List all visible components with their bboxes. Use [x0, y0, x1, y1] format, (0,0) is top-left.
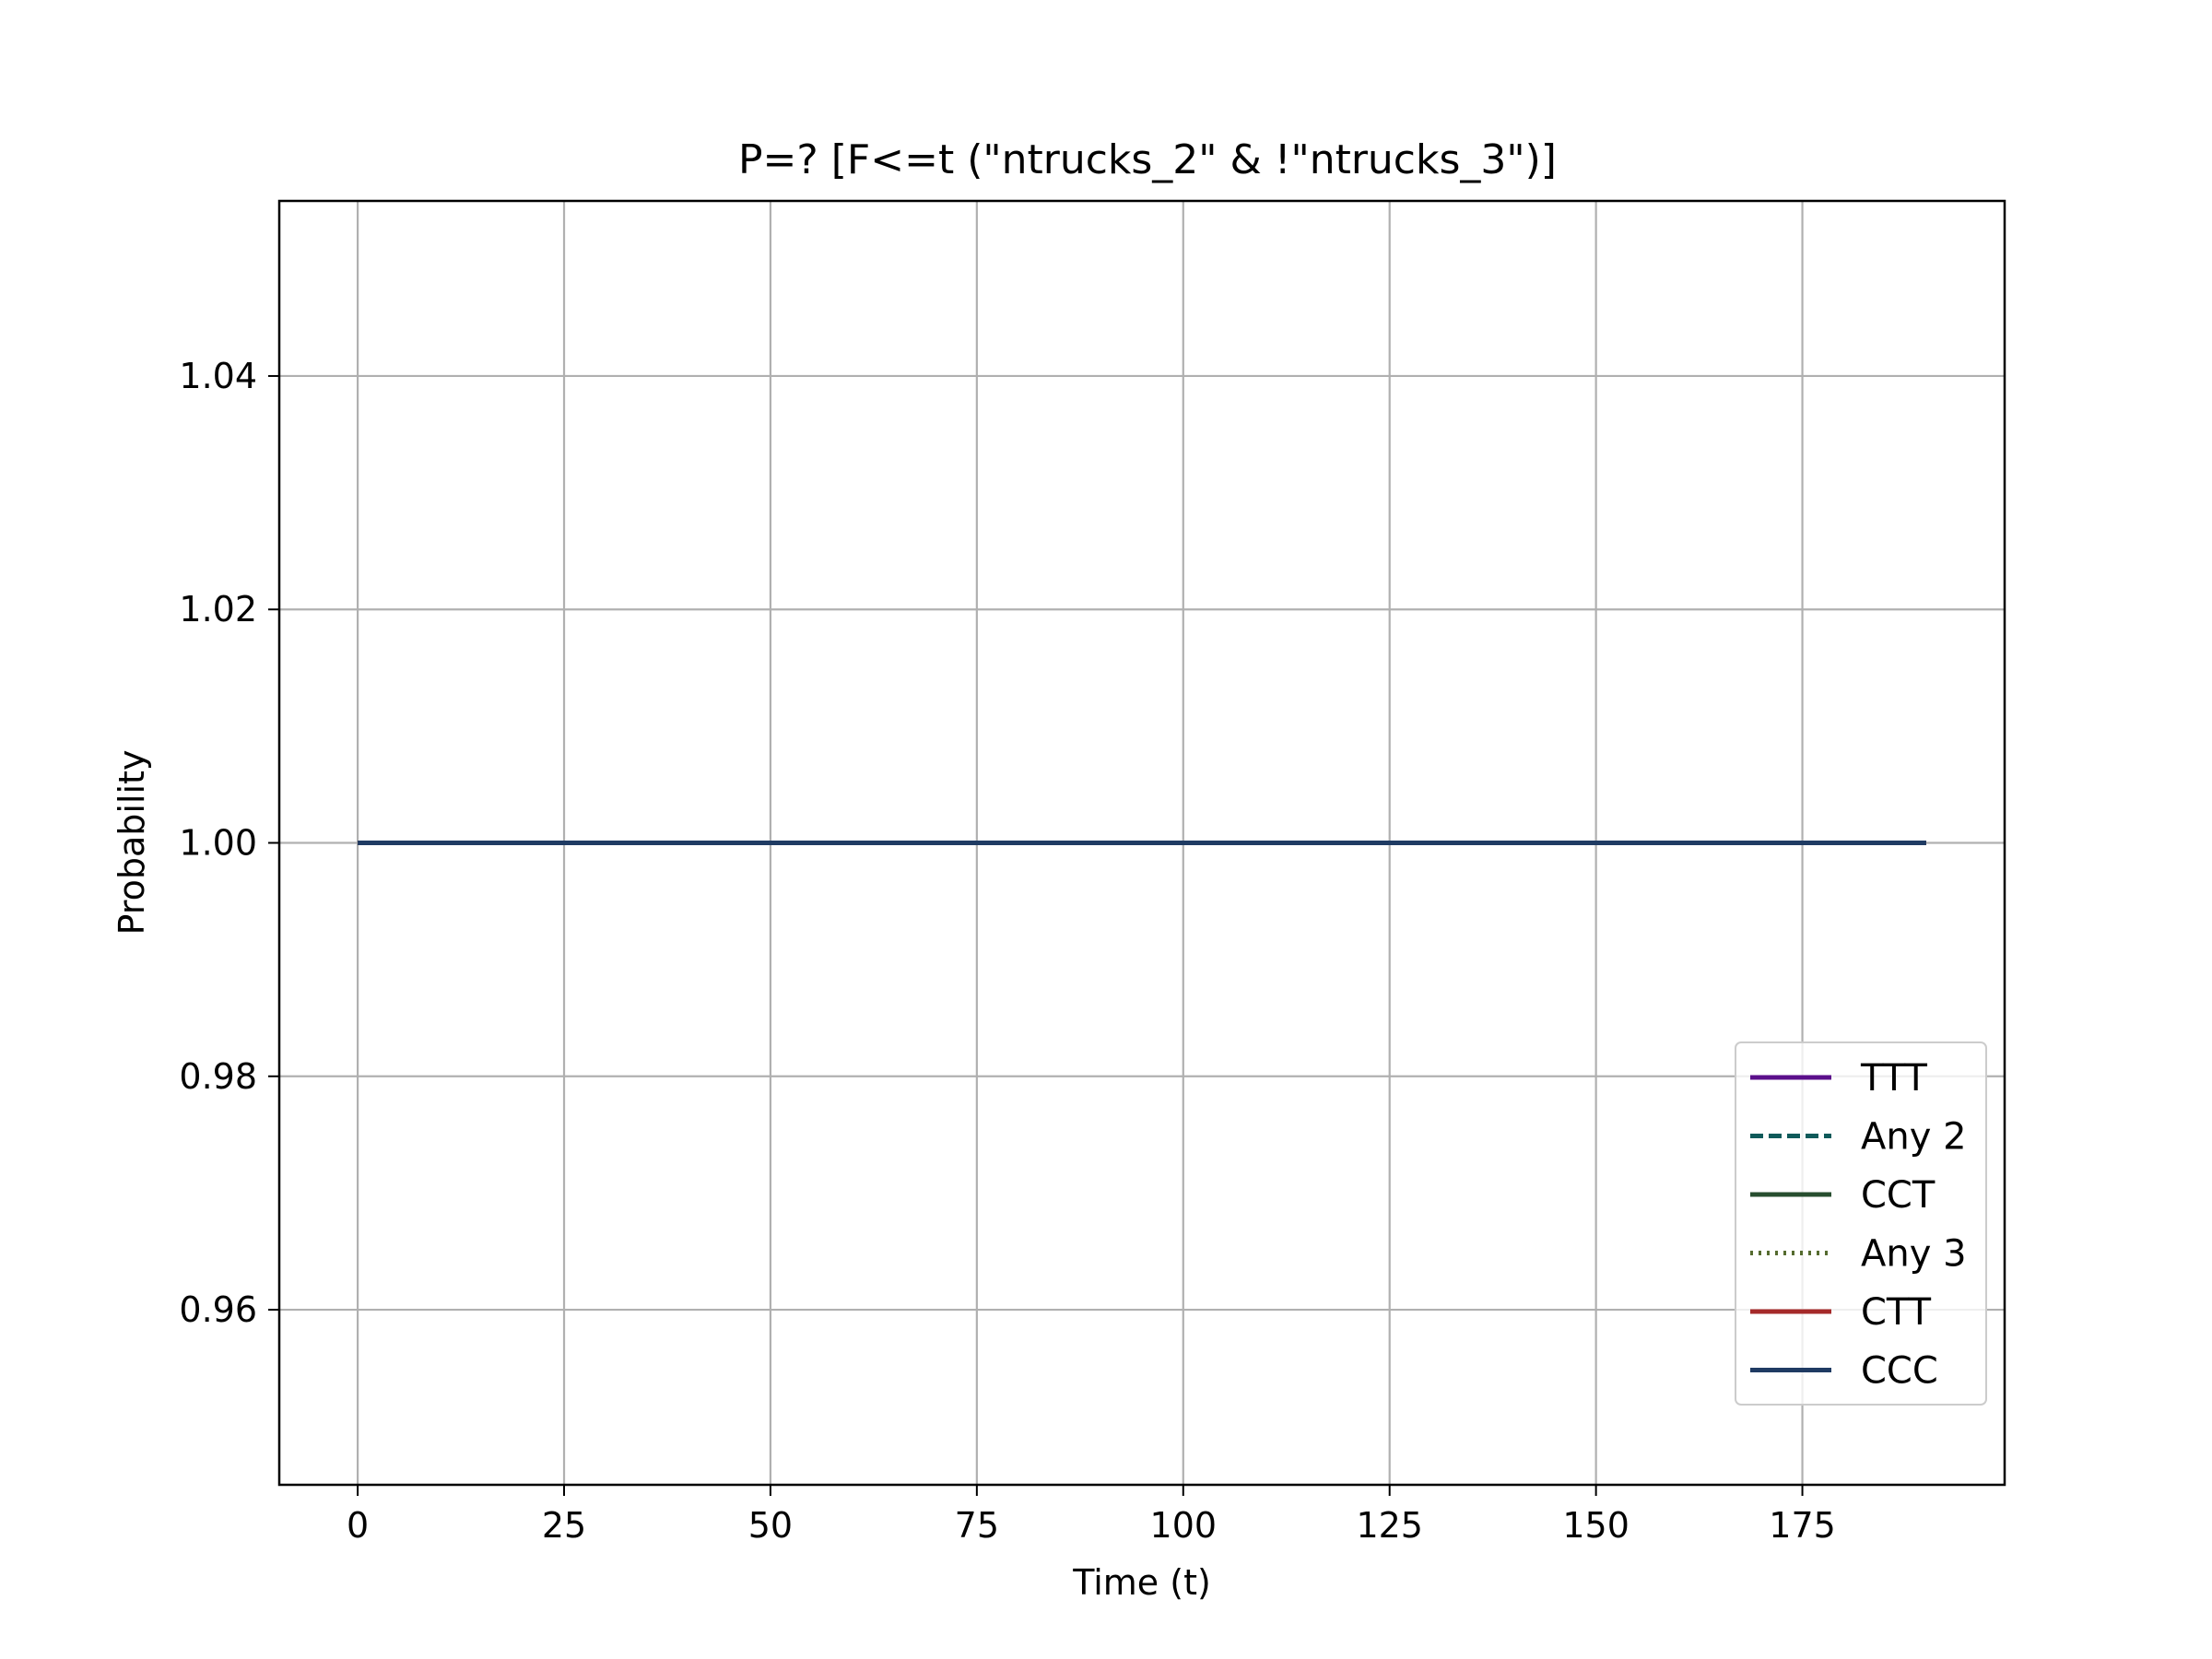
- x-axis-label: Time (t): [1072, 1562, 1211, 1603]
- y-tick-label: 1.00: [179, 823, 257, 864]
- chart-title: P=? [F<=t ("ntrucks_2" & !"ntrucks_3")]: [738, 136, 1557, 183]
- legend-box: [1735, 1041, 1987, 1406]
- legend-label: CCC: [1861, 1350, 1938, 1393]
- x-tick-label: 75: [955, 1505, 999, 1546]
- x-tick-label: 25: [542, 1505, 586, 1546]
- x-axis: 0 25 50 75 100 125 150 175: [347, 1485, 1836, 1546]
- x-tick-label: 175: [1769, 1505, 1836, 1546]
- legend-label: TTT: [1860, 1057, 1927, 1100]
- y-tick-label: 1.04: [179, 356, 257, 396]
- x-tick-label: 125: [1356, 1505, 1423, 1546]
- legend: TTT Any 2 CCT Any 3 CTT CCC: [1735, 1041, 1987, 1406]
- legend-label: Any 3: [1861, 1233, 1967, 1276]
- x-tick-label: 50: [748, 1505, 793, 1546]
- legend-label: CTT: [1861, 1291, 1932, 1334]
- x-tick-label: 0: [347, 1505, 369, 1546]
- y-axis-label: Probability: [112, 750, 152, 935]
- x-tick-label: 150: [1562, 1505, 1630, 1546]
- x-tick-label: 100: [1150, 1505, 1218, 1546]
- y-tick-label: 1.02: [179, 589, 257, 629]
- y-tick-label: 0.96: [179, 1289, 257, 1330]
- y-tick-label: 0.98: [179, 1056, 257, 1097]
- legend-label: CCT: [1861, 1174, 1936, 1217]
- y-axis: 0.96 0.98 1.00 1.02 1.04: [179, 356, 279, 1330]
- legend-label: Any 2: [1861, 1116, 1967, 1159]
